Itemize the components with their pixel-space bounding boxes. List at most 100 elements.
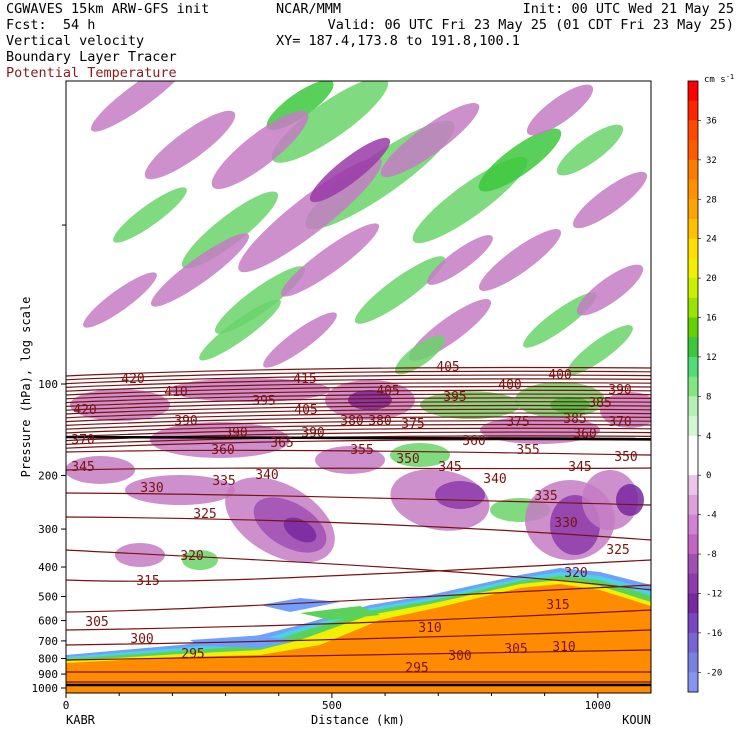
theta-label: 390 bbox=[174, 414, 197, 429]
velocity-cell bbox=[427, 235, 493, 285]
colorbar-label: -8 bbox=[706, 550, 717, 560]
velocity-cell bbox=[211, 110, 309, 190]
theta-label: 315 bbox=[546, 598, 569, 613]
theta-label: 360 bbox=[573, 427, 596, 442]
theta-contour bbox=[66, 416, 651, 426]
velocity-cell bbox=[354, 256, 446, 324]
theta-contour bbox=[66, 584, 651, 613]
y-tick-label: 700 bbox=[38, 635, 58, 648]
colorbar-swatch bbox=[688, 396, 698, 417]
colorbar-swatch bbox=[688, 534, 698, 555]
tropopause-line bbox=[66, 435, 651, 441]
tracer-layer bbox=[260, 598, 340, 612]
field-boundary-layer-tracer: Boundary Layer Tracer bbox=[6, 49, 177, 65]
theta-label: 405 bbox=[294, 403, 317, 418]
colorbar-label: -16 bbox=[706, 629, 722, 639]
theta-label: 355 bbox=[350, 443, 373, 458]
theta-label: 300 bbox=[130, 632, 153, 647]
theta-contour bbox=[66, 397, 651, 407]
right-endpoint-station: KOUN bbox=[622, 713, 651, 727]
theta-label: 360 bbox=[211, 443, 234, 458]
theta-contour bbox=[66, 449, 651, 456]
colorbar-swatch bbox=[688, 159, 698, 181]
theta-label: 365 bbox=[270, 436, 293, 451]
theta-label: 330 bbox=[140, 481, 163, 496]
y-tick-label: 600 bbox=[38, 615, 58, 628]
velocity-cell bbox=[280, 223, 380, 297]
colorbar-swatch bbox=[688, 416, 698, 437]
theta-label: 375 bbox=[506, 415, 529, 430]
tracer-layer bbox=[300, 606, 380, 620]
theta-label: 410 bbox=[164, 385, 187, 400]
colorbar-swatch bbox=[688, 573, 698, 594]
velocity-cell bbox=[480, 416, 600, 444]
theta-label: 345 bbox=[438, 460, 461, 475]
forecast-label: Fcst: bbox=[6, 17, 47, 33]
theta-label: 420 bbox=[73, 403, 96, 418]
colorbar-swatch bbox=[688, 652, 698, 673]
theta-contours bbox=[66, 366, 651, 687]
colorbar-label: 4 bbox=[706, 432, 711, 442]
colorbar-swatch bbox=[688, 278, 698, 299]
colorbar-label: 36 bbox=[706, 116, 717, 126]
theta-label: 325 bbox=[193, 507, 216, 522]
velocity-cell bbox=[380, 102, 480, 178]
plot-frame bbox=[65, 80, 652, 694]
y-tick-label: 1000 bbox=[32, 682, 59, 695]
y-tick-label: 900 bbox=[38, 668, 58, 681]
colorbar-swatch bbox=[688, 258, 698, 279]
theta-label: 385 bbox=[563, 412, 586, 427]
theta-label: 350 bbox=[614, 450, 637, 465]
velocity-cell bbox=[567, 325, 633, 375]
colorbar-swatch bbox=[688, 297, 698, 319]
cross-section-endpoints: XY= 187.4,173.8 to 191.8,100.1 bbox=[276, 33, 520, 49]
colorbar-label: 12 bbox=[706, 353, 717, 363]
theta-label: 390 bbox=[301, 426, 324, 441]
velocity-cell bbox=[115, 543, 165, 567]
colorbar-label: -4 bbox=[706, 511, 717, 521]
velocity-cell bbox=[150, 233, 250, 307]
theta-label: 395 bbox=[252, 394, 275, 409]
colorbar-label: 20 bbox=[706, 274, 717, 284]
theta-contour bbox=[66, 408, 651, 419]
theta-contour bbox=[66, 374, 651, 385]
x-tick-label: 0 bbox=[63, 699, 70, 712]
colorbar-swatch bbox=[688, 475, 698, 496]
theta-contour bbox=[66, 389, 651, 400]
theta-label: 305 bbox=[85, 615, 108, 630]
x-tick-label: 1000 bbox=[585, 699, 612, 712]
theta-label: 345 bbox=[71, 460, 94, 475]
theta-contour bbox=[66, 492, 651, 506]
model-title: CGWAVES 15km ARW-GFS init bbox=[6, 1, 210, 17]
colorbar-label: -12 bbox=[706, 589, 722, 599]
velocity-cell bbox=[478, 229, 562, 291]
velocity-cell bbox=[556, 124, 624, 176]
theta-contour bbox=[66, 549, 651, 591]
colorbar-label: 32 bbox=[706, 156, 717, 166]
theta-label: 350 bbox=[396, 452, 419, 467]
theta-label: 400 bbox=[548, 368, 571, 383]
colorbar-swatch bbox=[688, 179, 698, 200]
theta-contour bbox=[66, 393, 651, 404]
theta-contour bbox=[66, 609, 651, 631]
left-endpoint-station: KABR bbox=[66, 713, 96, 727]
theta-label: 390 bbox=[608, 383, 631, 398]
velocity-cell bbox=[309, 137, 391, 203]
colorbar-swatch bbox=[688, 140, 698, 161]
theta-contour bbox=[66, 378, 651, 388]
colorbar-swatch bbox=[688, 672, 698, 693]
theta-contour bbox=[66, 366, 651, 377]
theta-contour bbox=[66, 423, 651, 434]
colorbar-label: 28 bbox=[706, 195, 717, 205]
valid-time: Valid: 06 UTC Fri 23 May 25 (01 CDT Fri … bbox=[327, 17, 734, 33]
theta-label: 295 bbox=[405, 661, 428, 676]
theta-label: 305 bbox=[504, 642, 527, 657]
colorbar-label: 8 bbox=[706, 392, 711, 402]
colorbar-swatch bbox=[688, 554, 698, 575]
colorbar-label: 24 bbox=[706, 235, 717, 245]
theta-label: 360 bbox=[462, 434, 485, 449]
velocity-cell bbox=[271, 81, 389, 163]
colorbar-swatch bbox=[688, 81, 698, 102]
theta-label: 345 bbox=[568, 460, 591, 475]
